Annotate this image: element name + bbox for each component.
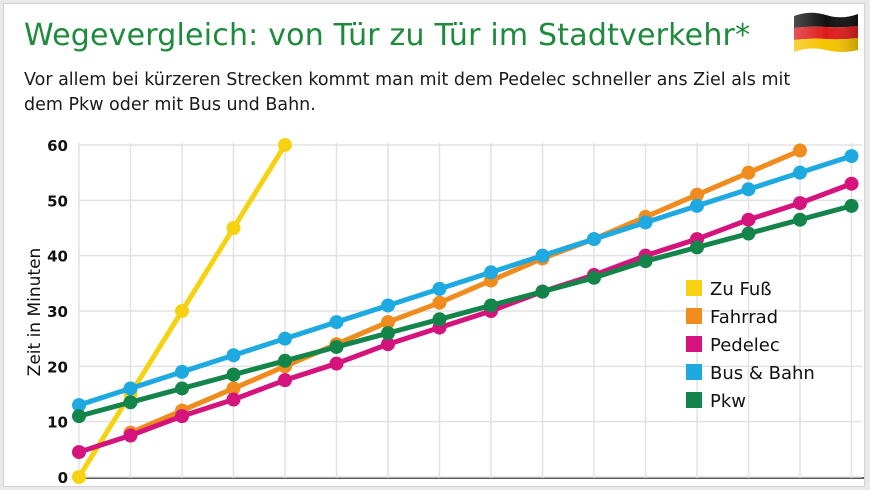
legend-label: Pkw [710, 391, 746, 412]
data-point [484, 298, 498, 313]
legend-label: Zu Fuß [710, 279, 772, 300]
data-point [72, 470, 86, 484]
data-point [638, 215, 653, 230]
data-point [278, 373, 292, 388]
legend-swatch [686, 392, 702, 408]
y-tick-label: 30 [47, 303, 68, 321]
data-point [432, 295, 447, 310]
series-Fahrrad [123, 143, 807, 440]
data-point [329, 339, 344, 354]
series-Pkw [72, 198, 859, 424]
series-line [76, 153, 854, 408]
data-point [587, 270, 601, 285]
data-point [844, 176, 859, 191]
data-point [535, 284, 550, 299]
y-axis-ticks: 0 10 20 30 40 50 60 [47, 137, 68, 487]
legend-swatch [686, 280, 702, 296]
y-tick-label: 40 [47, 248, 68, 266]
y-tick-label: 20 [47, 358, 68, 376]
data-point [741, 212, 756, 227]
data-point [175, 364, 189, 379]
data-point [484, 265, 498, 280]
data-point [381, 337, 395, 352]
data-point [793, 196, 807, 211]
german-flag-icon [794, 12, 858, 52]
data-point [123, 395, 138, 410]
y-tick-label: 60 [47, 137, 68, 155]
series-Bus & Bahn [72, 149, 859, 413]
legend: Zu Fuß Fahrrad Pedelec Bus & Bahn Pkw [686, 279, 815, 412]
figure-frame [3, 3, 865, 487]
data-point [226, 381, 241, 396]
chart-subtitle: Vor allem bei kürzeren Strecken kommt ma… [24, 70, 791, 115]
data-point [690, 198, 704, 213]
data-point [793, 143, 807, 158]
data-point [381, 298, 395, 313]
data-point [175, 381, 189, 396]
data-point [587, 232, 601, 247]
data-point [432, 312, 447, 327]
data-point [226, 367, 241, 382]
y-tick-label: 0 [58, 469, 68, 487]
data-point [278, 138, 292, 152]
legend-swatch [686, 364, 702, 380]
data-point [844, 149, 859, 164]
data-point [690, 187, 704, 202]
data-point [226, 392, 241, 407]
series-line [128, 148, 803, 436]
grid-lines [78, 143, 862, 478]
data-point [72, 398, 86, 413]
legend-label: Bus & Bahn [710, 363, 815, 384]
data-point [381, 315, 395, 330]
data-point [226, 221, 241, 235]
data-point [432, 281, 447, 296]
data-point [329, 356, 344, 371]
data-point [793, 212, 807, 227]
data-point [793, 165, 807, 180]
data-point [741, 226, 756, 241]
data-point [844, 198, 859, 213]
data-point [690, 240, 704, 255]
data-point [72, 409, 86, 424]
data-point [741, 165, 756, 180]
data-point [638, 254, 653, 269]
series-line [76, 181, 854, 455]
data-point [226, 348, 241, 363]
data-point [741, 182, 756, 197]
data-point [175, 304, 189, 318]
data-point [278, 331, 292, 346]
series-line [76, 203, 854, 419]
data-point [535, 248, 550, 263]
y-tick-label: 50 [47, 192, 68, 210]
legend-swatch [686, 308, 702, 324]
y-tick-label: 10 [47, 414, 68, 432]
series-group [72, 138, 859, 484]
data-point [175, 409, 189, 424]
y-axis-label: Zeit in Minuten [25, 248, 45, 377]
data-point [72, 445, 86, 460]
data-point [381, 326, 395, 341]
data-point [278, 353, 292, 368]
legend-label: Fahrrad [710, 307, 778, 328]
data-point [123, 381, 138, 396]
data-point [329, 315, 344, 330]
legend-swatch [686, 336, 702, 352]
chart-title: Wegevergleich: von Tür zu Tür im Stadtve… [24, 18, 751, 53]
legend-label: Pedelec [710, 335, 780, 356]
data-point [123, 428, 138, 443]
